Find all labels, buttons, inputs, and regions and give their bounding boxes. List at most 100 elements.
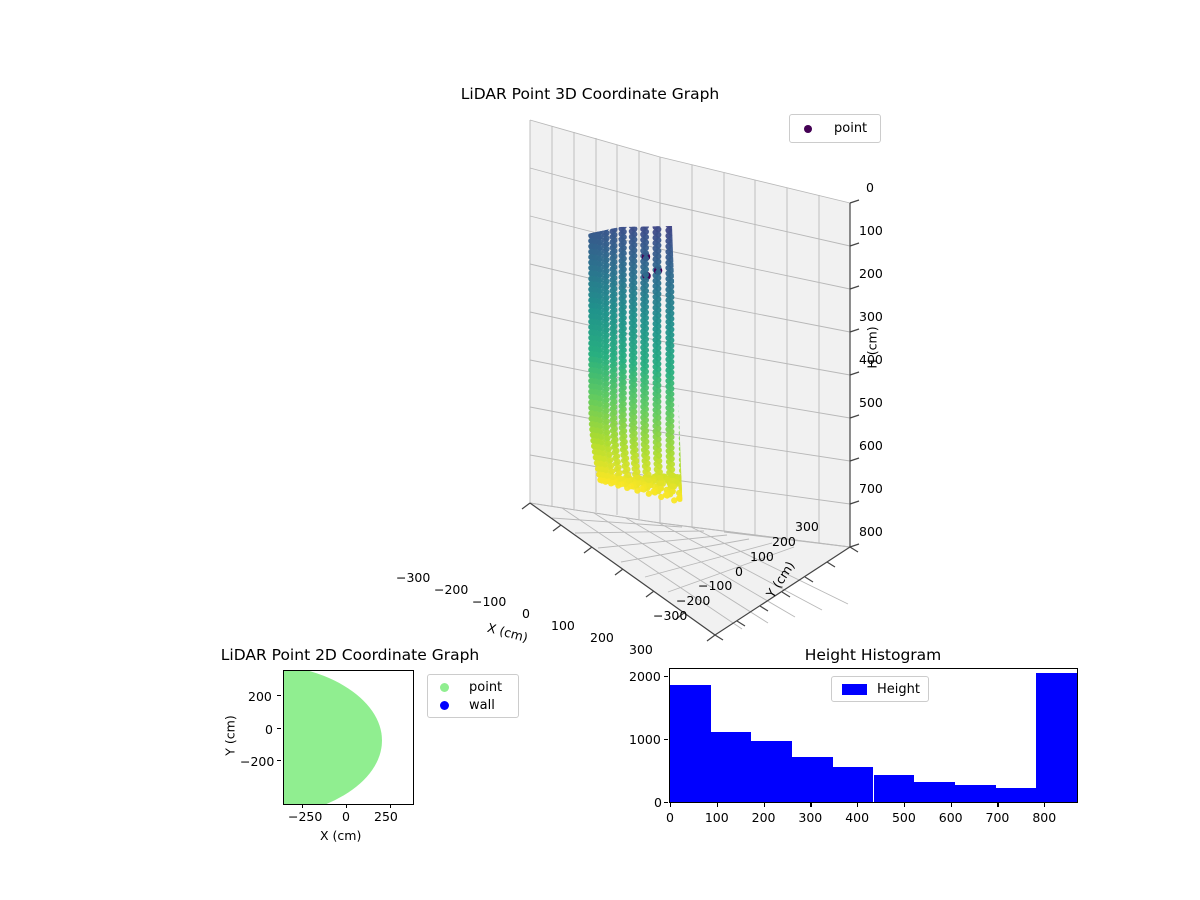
plot3d-xtick-4: 100 — [551, 618, 575, 633]
plot3d-xtick-1: −200 — [434, 582, 469, 597]
plot2d-ytick-1: 0 — [265, 722, 273, 737]
histogram-xtickmark — [763, 803, 765, 807]
histogram-legend[interactable]: Height — [831, 676, 929, 702]
point-marker-dot — [804, 124, 812, 133]
plot2d-xtickmark-0 — [302, 804, 304, 808]
plot2d-point-region — [284, 671, 382, 804]
histogram-bar — [792, 757, 833, 802]
plot3d-ztick-8: 800 — [859, 524, 883, 539]
plot2d-xtick-0: −250 — [288, 809, 323, 824]
histogram-xtickmark — [716, 803, 718, 807]
histogram-bar — [914, 781, 955, 802]
histogram-xtick: 800 — [1032, 810, 1057, 825]
histogram-xtickmark — [857, 803, 859, 807]
plot2d-xtickmark-2 — [390, 804, 392, 808]
histogram-bar — [710, 731, 752, 802]
histogram-bar — [995, 788, 1037, 802]
histogram-ytick-0: 0 — [654, 795, 662, 810]
plot3d-ytick-6: −300 — [653, 608, 688, 623]
legend-item-wall[interactable]: wall — [436, 698, 510, 713]
histogram-xtick: 100 — [704, 810, 729, 825]
plot3d-ztick-0: 0 — [866, 180, 874, 195]
histogram-ytickmark-0 — [664, 802, 668, 804]
plot3d-ztick-2: 200 — [859, 266, 883, 281]
plot2d-xtick-2: 250 — [374, 809, 398, 824]
plot2d-xtickmark-1 — [346, 804, 348, 808]
histogram-bar — [954, 785, 996, 802]
histogram-xtick: 600 — [938, 810, 963, 825]
plot3d-ytick-1: 200 — [772, 534, 796, 549]
plot3d-ytick-5: −200 — [676, 593, 711, 608]
plot3d-ztick-1: 100 — [859, 223, 883, 238]
plot3d-ytick-0: 300 — [795, 519, 819, 534]
plot3d-xtick-3: 0 — [522, 606, 530, 621]
histogram-bar — [670, 684, 711, 802]
histogram-bar — [832, 767, 874, 802]
plot3d-canvas — [521, 119, 860, 642]
legend-label-point: point — [834, 121, 868, 136]
histogram-bars — [670, 669, 1077, 802]
plot2d-ytickmark-2 — [277, 760, 281, 762]
plot3d-ytick-2: 100 — [750, 549, 774, 564]
plot3d-yticks — [714, 546, 859, 641]
histogram-axes[interactable] — [669, 668, 1078, 803]
plot3d-ztick-3: 300 — [859, 309, 883, 324]
plot2d-ytick-2: −200 — [240, 754, 275, 769]
histogram-xtickmark — [670, 803, 672, 807]
histogram-bar — [873, 774, 915, 802]
histogram-xtick: 0 — [666, 810, 674, 825]
histogram-ytick-1: 1000 — [629, 732, 661, 747]
legend-item-point[interactable]: point — [436, 680, 510, 695]
plot2d-xaxis-label: X (cm) — [320, 828, 362, 843]
histogram-ytickmark-2 — [664, 676, 668, 678]
plot3d-xtick-2: −100 — [472, 594, 507, 609]
histogram-xtick: 300 — [798, 810, 823, 825]
histogram-xtick: 500 — [891, 810, 916, 825]
height-marker-rect — [842, 683, 868, 695]
histogram-xtickmark — [1044, 803, 1046, 807]
plot3d-zaxis-label: H (cm) — [864, 326, 880, 369]
histogram-xtick: 200 — [751, 810, 776, 825]
histogram-xtickmark — [810, 803, 812, 807]
histogram-xtickmark — [950, 803, 952, 807]
histogram-bar — [751, 740, 793, 802]
plot2d-xtick-1: 0 — [342, 809, 350, 824]
plot3d-ztick-5: 500 — [859, 395, 883, 410]
plot2d-ytick-0: 200 — [248, 689, 272, 704]
plot3d-ytick-4: −100 — [698, 578, 733, 593]
plot3d-ztick-7: 700 — [859, 481, 883, 496]
plot2d-ytickmark-1 — [277, 728, 281, 730]
plot3d-zticks — [849, 199, 860, 548]
histogram-xtickmark — [903, 803, 906, 807]
plot2d-title: LiDAR Point 2D Coordinate Graph — [220, 646, 480, 664]
plot2d-legend[interactable]: point wall — [427, 674, 519, 718]
plot3d-xticks — [521, 502, 716, 642]
legend-item-point[interactable]: point — [799, 121, 871, 136]
legend-label-wall: wall — [469, 697, 495, 713]
plot3d-ztick-6: 600 — [859, 438, 883, 453]
plot3d-xtick-6: 300 — [629, 642, 653, 657]
histogram-xtick: 400 — [845, 810, 870, 825]
wall-marker-dot — [440, 700, 449, 710]
legend-item-height[interactable]: Height — [840, 682, 920, 697]
histogram-xtick: 700 — [985, 810, 1010, 825]
plot3d-xtick-5: 200 — [590, 630, 614, 645]
plot3d-ytick-3: 0 — [735, 564, 743, 579]
plot2d-axes[interactable] — [283, 670, 414, 805]
histogram-ytickmark-1 — [664, 739, 668, 741]
histogram-ytick-2: 2000 — [629, 669, 661, 684]
plot3d-ztick-4: 400 — [859, 352, 883, 367]
plot3d-axes — [290, 105, 890, 650]
histogram-bar — [1036, 672, 1077, 802]
plot3d-xtick-0: −300 — [396, 570, 431, 585]
plot3d-pane-floor — [530, 503, 850, 635]
legend-label-point: point — [469, 679, 503, 695]
histogram-xtickmark — [997, 803, 999, 807]
plot2d-yaxis-label: Y (cm) — [222, 715, 238, 756]
point-marker-dot — [440, 682, 449, 692]
plot3d-title: LiDAR Point 3D Coordinate Graph — [460, 85, 720, 103]
legend-label-height: Height — [877, 681, 920, 697]
histogram-title: Height Histogram — [804, 646, 942, 664]
plot3d-legend[interactable]: point — [789, 114, 881, 143]
